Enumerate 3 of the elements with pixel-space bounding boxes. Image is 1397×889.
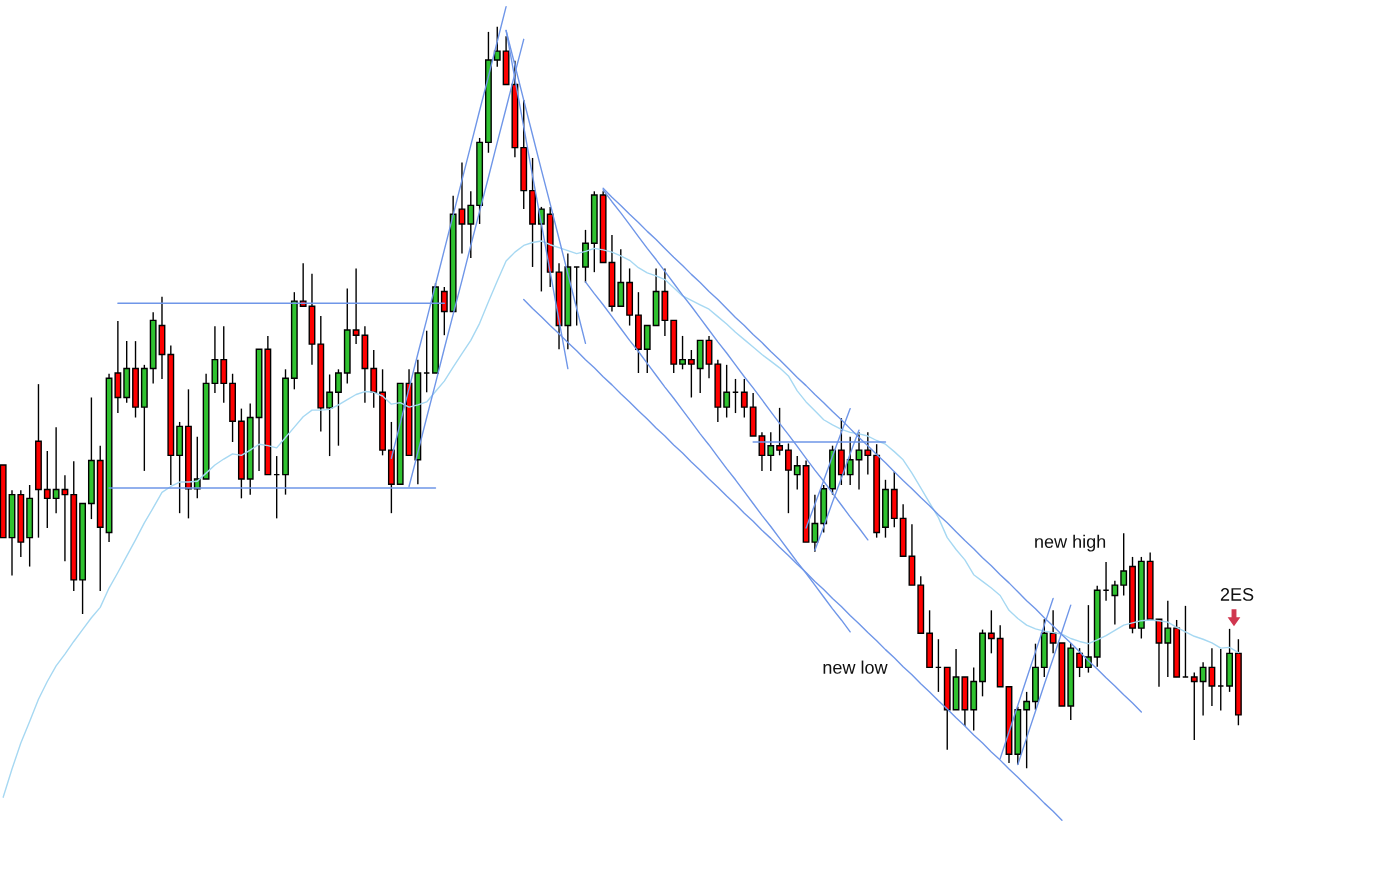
annotation: 2ES <box>1220 588 1254 601</box>
annotation: new high <box>1035 534 1106 552</box>
annotation: new low <box>823 660 888 674</box>
